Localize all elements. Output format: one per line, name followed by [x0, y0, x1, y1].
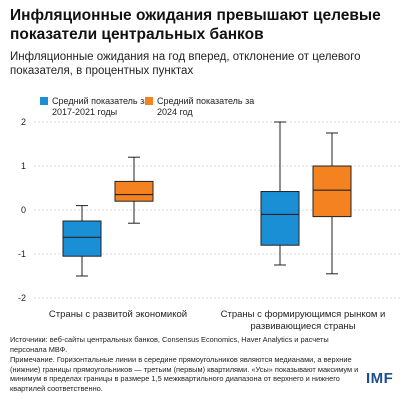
y-tick-label: -1 — [18, 249, 26, 259]
box-1-category-2-iqr — [260, 191, 300, 246]
legend-swatch-series-2 — [145, 97, 153, 105]
y-tick-label: -2 — [18, 293, 26, 303]
legend-label-series-2: Средний показатель за 2024 год — [157, 96, 255, 117]
y-tick-label: 1 — [21, 161, 26, 171]
box-plot-chart: 2 1 0 -1 -2 — [18, 117, 402, 303]
methodology-note: Примечание. Горизонтальные линии в серед… — [10, 355, 359, 393]
legend-swatch-series-1 — [40, 97, 48, 105]
chart-footer: Источники: веб-сайты центральных банков,… — [10, 335, 360, 395]
x-category-label-1: Страны с развитой экономикой — [48, 309, 188, 320]
box-2-category-2-iqr — [312, 165, 352, 218]
x-category-label-2: Страны с формирующимся рынком и развиваю… — [220, 309, 386, 332]
imf-logo: IMF — [366, 370, 394, 387]
box-1-category-1-iqr — [62, 220, 102, 257]
y-tick-label: 2 — [21, 117, 26, 127]
y-tick-label: 0 — [21, 205, 26, 215]
box-2-category-1-iqr — [114, 180, 154, 202]
sources-note: Источники: веб-сайты центральных банков,… — [10, 335, 329, 354]
legend-label-series-1: Средний показатель за 2017-2021 годы — [52, 96, 150, 117]
chart-subtitle: Инфляционные ожидания на год вперед, отк… — [10, 51, 361, 77]
chart-title: Инфляционные ожидания превышают целевые … — [10, 7, 381, 43]
